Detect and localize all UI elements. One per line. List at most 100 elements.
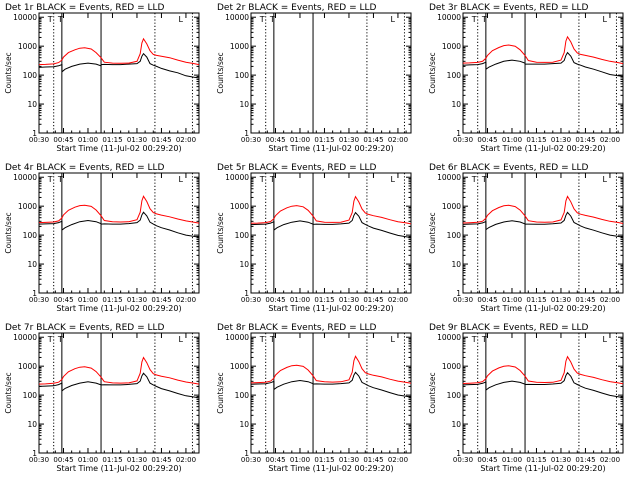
events-series-line xyxy=(38,52,200,79)
marker-label: T xyxy=(57,335,63,344)
x-tick-label: 01:30 xyxy=(127,456,147,464)
events-series-line xyxy=(462,371,624,399)
panel-title-legend: BLACK = Events, RED = LLD xyxy=(36,323,164,333)
marker-label: T xyxy=(259,335,265,344)
x-tick-label: 01:30 xyxy=(339,136,359,144)
x-tick-label: 01:15 xyxy=(314,136,334,144)
x-tick-label: 00:30 xyxy=(453,136,473,144)
x-tick-label: 02:00 xyxy=(600,456,620,464)
x-axis-label: Start Time (11-Jul-02 00:29:20) xyxy=(268,464,393,473)
panel-title-legend: BLACK = Events, RED = LLD xyxy=(460,323,588,333)
marker-label: T xyxy=(47,335,53,344)
panel-title: Det 7r BLACK = Events, RED = LLD xyxy=(5,323,164,333)
plot-frame xyxy=(38,12,200,134)
panel-title-detector: Det 6r xyxy=(429,163,458,173)
x-tick-label: 00:45 xyxy=(265,296,285,304)
x-axis-label: Start Time (11-Jul-02 00:29:20) xyxy=(480,144,605,153)
marker-label: L xyxy=(602,335,607,344)
panel-title-detector: Det 5r xyxy=(217,163,246,173)
chart-panel-8: Det 8r BLACK = Events, RED = LLD 1 10 100 100… xyxy=(216,323,412,473)
panel-title-legend: BLACK = Events, RED = LLD xyxy=(248,163,376,173)
x-tick-label: 01:15 xyxy=(314,296,334,304)
y-tick-label: 10 xyxy=(451,100,461,109)
marker-label: L xyxy=(390,15,395,24)
y-tick-label: 1000 xyxy=(442,202,461,211)
plot-frame xyxy=(250,332,412,454)
x-axis-label: Start Time (11-Jul-02 00:29:20) xyxy=(56,144,181,153)
marker-label: L xyxy=(178,335,183,344)
x-tick-label: 01:15 xyxy=(314,456,334,464)
panel-title-legend: BLACK = Events, RED = LLD xyxy=(248,323,376,333)
y-tick-label: 10 xyxy=(27,420,37,429)
x-tick-label: 00:30 xyxy=(241,456,261,464)
x-tick-label: 02:00 xyxy=(388,456,408,464)
marker-label: T xyxy=(269,175,275,184)
y-tick-label: 10 xyxy=(239,260,249,269)
chart-panel-2: Det 2r BLACK = Events, RED = LLD 1 10 100 100… xyxy=(216,3,412,153)
y-axis-label: Counts/sec xyxy=(4,372,13,413)
x-tick-label: 01:30 xyxy=(339,456,359,464)
x-tick-label: 02:00 xyxy=(176,296,196,304)
panel-title-legend: BLACK = Events, RED = LLD xyxy=(36,163,164,173)
x-tick-label: 01:45 xyxy=(575,456,595,464)
marker-label: T xyxy=(57,15,63,24)
plot-frame xyxy=(250,172,412,294)
y-axis-label: Counts/sec xyxy=(216,372,225,413)
y-tick-label: 1 xyxy=(32,449,37,458)
y-tick-label: 100 xyxy=(23,231,38,240)
x-axis-label: Start Time (11-Jul-02 00:29:20) xyxy=(56,304,181,313)
x-tick-label: 00:30 xyxy=(453,456,473,464)
y-tick-label: 100 xyxy=(23,391,38,400)
plot-frame xyxy=(462,172,624,294)
x-tick-label: 00:30 xyxy=(29,456,49,464)
y-tick-label: 1000 xyxy=(442,42,461,51)
events-series-line xyxy=(250,371,412,398)
y-axis-label: Counts/sec xyxy=(4,52,13,93)
x-tick-label: 01:00 xyxy=(78,296,98,304)
y-tick-label: 10 xyxy=(27,260,37,269)
x-tick-label: 01:15 xyxy=(102,136,122,144)
plot-frame xyxy=(250,12,412,134)
panel-title-detector: Det 7r xyxy=(5,323,34,333)
plot-frame xyxy=(38,332,200,454)
marker-label: T xyxy=(57,175,63,184)
panel-title-detector: Det 3r xyxy=(429,3,458,13)
x-tick-label: 01:15 xyxy=(526,296,546,304)
x-tick-label: 00:45 xyxy=(477,456,497,464)
y-tick-label: 10000 xyxy=(437,13,461,22)
panel-title: Det 1r BLACK = Events, RED = LLD xyxy=(5,3,164,13)
marker-label: L xyxy=(178,15,183,24)
x-tick-label: 00:45 xyxy=(265,136,285,144)
chart-panel-4: Det 4r BLACK = Events, RED = LLD 1 10 100 100… xyxy=(4,163,200,313)
chart-panel-3: Det 3r BLACK = Events, RED = LLD 1 10 100 100… xyxy=(428,3,624,153)
lld-series-line xyxy=(38,37,200,66)
x-tick-label: 00:45 xyxy=(53,456,73,464)
x-tick-label: 00:30 xyxy=(29,296,49,304)
plot-frame xyxy=(38,172,200,294)
x-tick-label: 01:30 xyxy=(127,296,147,304)
x-tick-label: 01:30 xyxy=(551,136,571,144)
y-tick-label: 1000 xyxy=(18,202,37,211)
x-tick-label: 01:15 xyxy=(102,456,122,464)
x-tick-label: 01:45 xyxy=(363,136,383,144)
panel-title-detector: Det 2r xyxy=(217,3,246,13)
x-tick-label: 01:00 xyxy=(78,136,98,144)
lld-series-line xyxy=(462,35,624,65)
panel-title-detector: Det 4r xyxy=(5,163,34,173)
marker-label: L xyxy=(602,15,607,24)
lld-series-line xyxy=(250,195,412,225)
plot-frame xyxy=(462,12,624,134)
y-tick-label: 100 xyxy=(447,231,462,240)
x-tick-label: 02:00 xyxy=(176,136,196,144)
events-series-line xyxy=(250,211,412,239)
x-tick-label: 01:00 xyxy=(290,296,310,304)
marker-label: T xyxy=(47,175,53,184)
x-axis-label: Start Time (11-Jul-02 00:29:20) xyxy=(268,304,393,313)
y-tick-label: 10000 xyxy=(437,173,461,182)
y-tick-label: 1 xyxy=(32,129,37,138)
x-axis-label: Start Time (11-Jul-02 00:29:20) xyxy=(268,144,393,153)
x-axis-label: Start Time (11-Jul-02 00:29:20) xyxy=(480,464,605,473)
events-series-line xyxy=(38,372,200,399)
panel-title: Det 6r BLACK = Events, RED = LLD xyxy=(429,163,588,173)
